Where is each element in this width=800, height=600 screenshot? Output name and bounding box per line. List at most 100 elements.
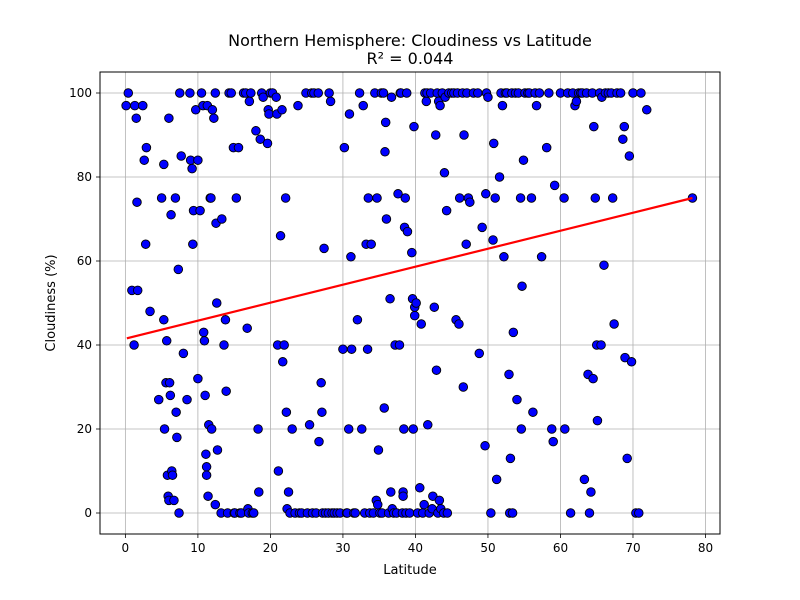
data-point bbox=[373, 445, 384, 455]
data-point bbox=[398, 491, 408, 501]
data-point bbox=[385, 294, 395, 304]
data-point bbox=[201, 470, 212, 480]
data-point bbox=[518, 155, 529, 165]
data-point bbox=[203, 491, 213, 501]
data-point bbox=[242, 323, 252, 333]
data-point bbox=[494, 172, 505, 182]
data-point bbox=[428, 491, 438, 501]
data-point bbox=[434, 495, 445, 506]
data-point bbox=[419, 499, 429, 510]
data-point bbox=[212, 445, 223, 455]
data-point bbox=[170, 193, 181, 203]
data-point bbox=[273, 466, 284, 476]
data-point bbox=[350, 508, 361, 518]
data-point bbox=[590, 193, 601, 203]
data-point bbox=[372, 193, 382, 203]
data-point bbox=[346, 344, 357, 354]
data-point bbox=[352, 315, 363, 325]
x-tick-label: 20 bbox=[263, 541, 278, 555]
data-point bbox=[169, 495, 179, 506]
scatter-points bbox=[121, 88, 698, 518]
data-point bbox=[358, 100, 368, 111]
data-point bbox=[281, 407, 292, 417]
data-point bbox=[379, 403, 390, 413]
data-point bbox=[200, 390, 210, 401]
data-point bbox=[159, 315, 169, 325]
data-point bbox=[473, 88, 483, 98]
data-point bbox=[219, 340, 229, 350]
y-tick-label: 100 bbox=[69, 86, 92, 100]
data-point bbox=[185, 88, 195, 98]
data-point bbox=[139, 155, 149, 165]
data-point bbox=[209, 113, 219, 123]
chart-subtitle: R² = 0.044 bbox=[367, 49, 454, 68]
data-point bbox=[277, 357, 288, 367]
data-point bbox=[622, 453, 632, 464]
data-point bbox=[325, 96, 336, 107]
data-point bbox=[624, 151, 635, 161]
data-point bbox=[344, 109, 355, 119]
data-point bbox=[634, 508, 644, 518]
data-point bbox=[253, 424, 263, 434]
data-point bbox=[346, 252, 356, 262]
data-point bbox=[254, 487, 264, 497]
data-point bbox=[165, 390, 176, 401]
x-tick-label: 30 bbox=[335, 541, 350, 555]
data-point bbox=[314, 436, 324, 447]
data-point bbox=[586, 487, 596, 497]
data-point bbox=[211, 298, 222, 308]
data-point bbox=[357, 424, 367, 434]
data-point bbox=[226, 88, 237, 98]
data-point bbox=[571, 96, 582, 107]
data-point bbox=[408, 424, 419, 434]
data-point bbox=[279, 340, 289, 350]
data-point bbox=[293, 100, 303, 111]
data-point bbox=[489, 138, 499, 149]
data-point bbox=[560, 424, 570, 434]
data-point bbox=[497, 100, 508, 111]
data-point bbox=[480, 441, 490, 451]
data-point bbox=[304, 420, 315, 430]
data-point bbox=[386, 487, 396, 497]
data-point bbox=[459, 130, 469, 140]
x-tick-label: 10 bbox=[190, 541, 205, 555]
data-point bbox=[549, 180, 560, 191]
data-point bbox=[366, 239, 376, 249]
data-point bbox=[526, 193, 537, 203]
data-point bbox=[465, 197, 475, 207]
x-tick-label: 80 bbox=[698, 541, 713, 555]
data-point bbox=[190, 105, 201, 115]
data-point bbox=[201, 462, 212, 472]
data-point bbox=[207, 105, 218, 115]
data-point bbox=[255, 134, 266, 144]
data-point bbox=[140, 239, 151, 249]
data-point bbox=[182, 394, 192, 405]
data-point bbox=[488, 235, 498, 245]
y-axis-label: Cloudiness (%) bbox=[44, 254, 59, 351]
data-point bbox=[264, 109, 274, 119]
data-point bbox=[454, 193, 465, 203]
x-tick-label: 70 bbox=[625, 541, 640, 555]
data-point bbox=[280, 193, 291, 203]
data-point bbox=[220, 315, 231, 325]
data-point bbox=[145, 306, 155, 317]
data-point bbox=[271, 92, 281, 102]
data-point bbox=[231, 193, 242, 203]
data-point bbox=[421, 96, 432, 107]
data-point bbox=[176, 151, 186, 161]
data-point bbox=[258, 92, 268, 102]
y-tick-label: 80 bbox=[77, 170, 92, 184]
data-point bbox=[338, 344, 348, 354]
regression-line bbox=[126, 196, 693, 340]
data-point bbox=[362, 344, 373, 354]
data-point bbox=[386, 92, 397, 102]
data-point bbox=[431, 365, 442, 375]
data-point bbox=[504, 369, 514, 380]
data-point bbox=[210, 88, 221, 98]
chart-title: Northern Hemisphere: Cloudiness vs Latit… bbox=[228, 31, 592, 50]
data-point bbox=[187, 163, 197, 174]
data-point bbox=[156, 193, 167, 203]
data-point bbox=[393, 189, 403, 199]
data-point bbox=[423, 420, 433, 430]
